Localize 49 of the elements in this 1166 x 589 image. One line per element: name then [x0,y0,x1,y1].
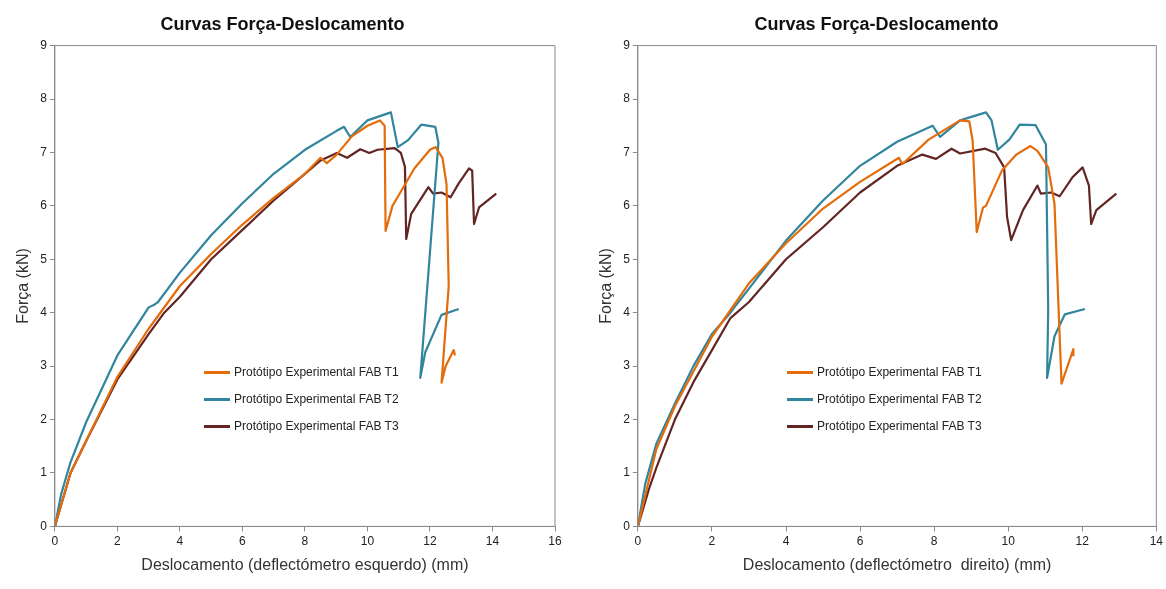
x-tick-label: 0 [634,533,642,548]
x-tick-label: 10 [360,533,375,548]
x-tick-label: 6 [856,533,864,548]
y-tick-label: 1 [623,465,631,480]
y-tick-label: 5 [40,251,48,266]
y-tick-label: 6 [40,198,48,213]
x-tick-label: 0 [51,533,59,548]
x-axis-title: Deslocamento (deflectómetro direito) (mm) [742,555,1052,573]
y-tick-label: 2 [623,411,631,426]
y-tick-label: 9 [623,37,631,52]
legend-label: Protótipo Experimental FAB T1 [817,365,983,381]
x-tick-label: 16 [548,533,562,548]
x-tick-label: 6 [239,533,247,548]
y-axis-title: Força (kN) [597,248,615,324]
y-tick-label: 0 [623,518,631,533]
y-tick-label: 2 [40,411,48,426]
legend-label: Protótipo Experimental FAB T1 [234,365,400,381]
x-axis-title: Deslocamento (deflectómetro esquerdo) (mm) [141,555,469,573]
x-tick-label: 10 [1001,533,1016,548]
legend-label: Protótipo Experimental FAB T2 [234,392,400,408]
y-tick-label: 8 [40,91,48,106]
legend-label: Protótipo Experimental FAB T3 [234,419,400,435]
chart-title: Curvas Força-Deslocamento [160,13,405,34]
y-tick-label: 4 [40,305,48,320]
chart-title: Curvas Força-Deslocamento [754,13,999,34]
x-tick-label: 12 [423,533,437,548]
x-tick-label: 14 [1149,533,1164,548]
x-tick-label: 4 [176,533,184,548]
y-tick-label: 1 [40,465,48,480]
y-tick-label: 9 [40,37,48,52]
y-tick-label: 7 [623,144,631,159]
x-tick-label: 2 [114,533,122,548]
legend-label: Protótipo Experimental FAB T3 [817,419,983,435]
y-tick-label: 5 [623,251,631,266]
y-tick-label: 3 [40,358,48,373]
x-tick-label: 8 [301,533,309,548]
y-tick-label: 6 [623,198,631,213]
x-tick-label: 8 [930,533,938,548]
y-tick-label: 0 [40,518,48,533]
y-tick-label: 8 [623,91,631,106]
y-tick-label: 3 [623,358,631,373]
x-tick-label: 4 [782,533,790,548]
y-axis-title: Força (kN) [14,248,32,324]
y-tick-label: 7 [40,144,48,159]
x-tick-label: 14 [485,533,500,548]
y-tick-label: 4 [623,305,631,320]
x-tick-label: 12 [1075,533,1090,548]
x-tick-label: 2 [708,533,716,548]
legend-label: Protótipo Experimental FAB T2 [817,392,983,408]
